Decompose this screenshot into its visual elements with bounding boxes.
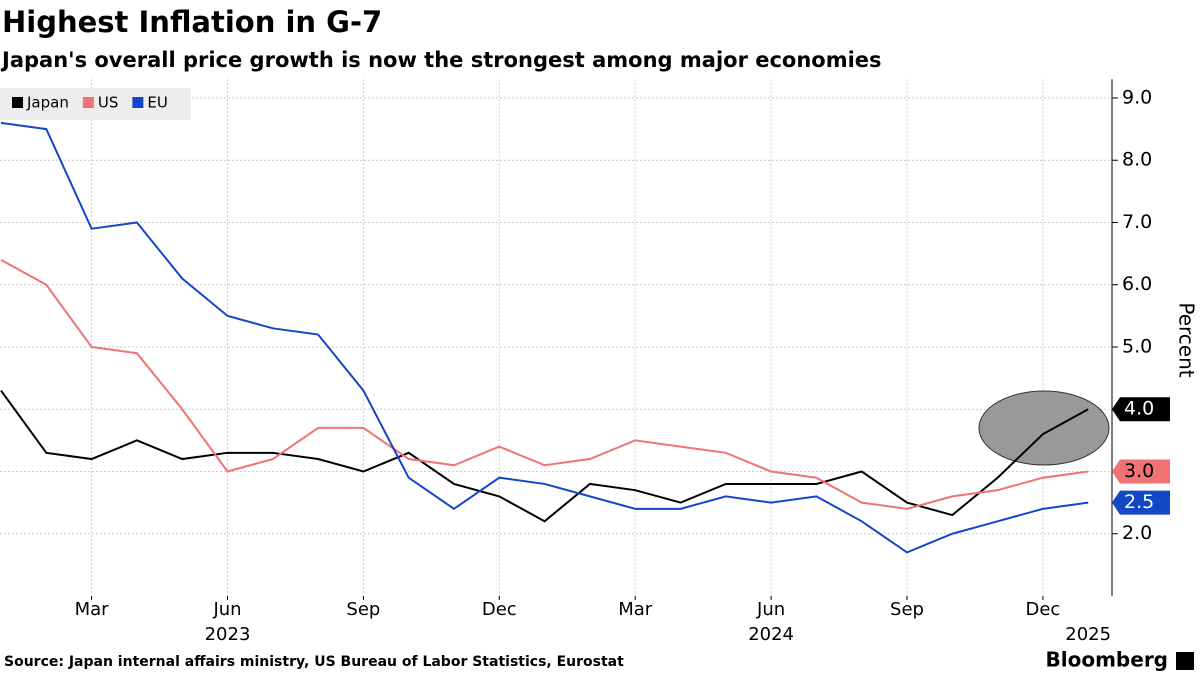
line bbox=[0, 258, 1089, 510]
chart-subtitle: Japan's overall price growth is now the … bbox=[0, 48, 882, 72]
highlight bbox=[978, 390, 1110, 466]
y-tick-label: 9.0 bbox=[1122, 86, 1152, 108]
chart-title: Highest Inflation in G-7 bbox=[2, 5, 382, 39]
x-tick-label: Sep bbox=[890, 599, 924, 620]
y-tick-label: 5.0 bbox=[1122, 335, 1152, 357]
brand: Bloomberg bbox=[1046, 648, 1168, 672]
x-tick-label: Mar bbox=[75, 599, 110, 620]
x-year-label: 2025 bbox=[1065, 624, 1111, 645]
line bbox=[0, 389, 1089, 523]
line bbox=[0, 121, 1089, 554]
value-label: 3.0 bbox=[1124, 460, 1154, 482]
x-year-label: 2024 bbox=[748, 624, 794, 645]
x-tick-label: Dec bbox=[482, 599, 517, 620]
y-tick-label: 7.0 bbox=[1122, 211, 1152, 233]
x-year-label: 2023 bbox=[205, 624, 251, 645]
source: Source: Japan internal affairs ministry,… bbox=[4, 654, 624, 670]
legend-bg bbox=[0, 88, 191, 120]
value-label-box bbox=[1112, 397, 1170, 422]
value-label-box bbox=[1112, 459, 1170, 484]
y-tick-label: 6.0 bbox=[1122, 273, 1152, 295]
x-tick-label: Mar bbox=[618, 599, 653, 620]
value-label: 4.0 bbox=[1124, 398, 1154, 420]
y-tick-label: 8.0 bbox=[1122, 149, 1152, 171]
value-label: 2.5 bbox=[1124, 491, 1154, 513]
x-tick-label: Jun bbox=[212, 599, 241, 620]
legend-swatch bbox=[82, 97, 94, 108]
legend-label: Japan bbox=[26, 94, 69, 112]
legend-label: US bbox=[98, 94, 119, 112]
legend: Japan US EU bbox=[0, 88, 191, 120]
x-tick-label: Sep bbox=[346, 599, 380, 620]
value-label-box bbox=[1112, 490, 1170, 515]
legend-swatch bbox=[12, 97, 23, 108]
legend-swatch bbox=[132, 97, 144, 108]
y-axis-label: Percent bbox=[1175, 302, 1199, 377]
brand-icon bbox=[1176, 652, 1194, 670]
y-tick-label: 2.0 bbox=[1122, 522, 1152, 544]
x-tick-label: Dec bbox=[1025, 599, 1060, 620]
legend-label: EU bbox=[147, 94, 167, 112]
x-tick-label: Jun bbox=[756, 599, 785, 620]
